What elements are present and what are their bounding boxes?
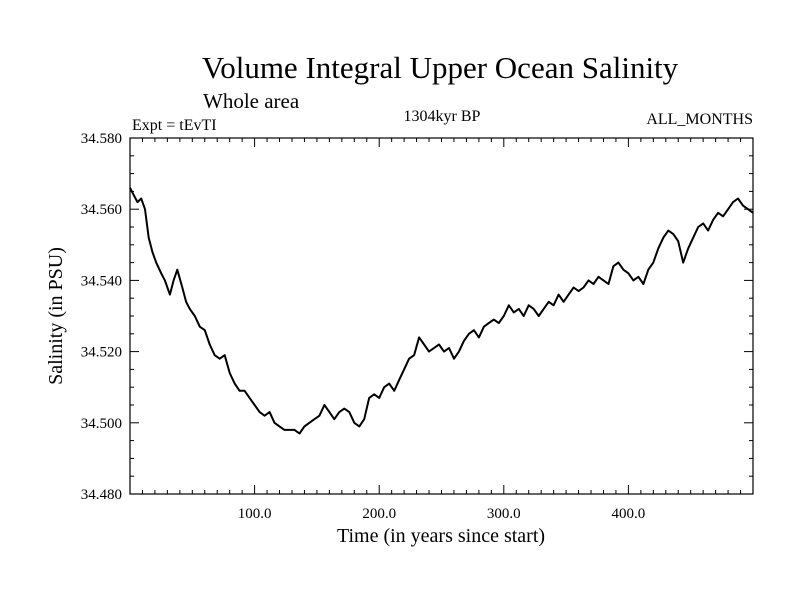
y-tick-label: 34.560 [81,202,122,218]
plot-frame [129,137,754,495]
y-axis-ticks: 34.480 34.500 34.520 34.540 34.560 34.580 [81,131,753,503]
y-tick-label: 34.500 [81,416,122,432]
chart-subtitle: Whole area [203,89,300,113]
y-axis-label: Salinity (in PSU) [45,247,67,385]
x-axis-ticks: 100.0 200.0 300.0 400.0 [141,138,742,522]
y-tick-label: 34.580 [81,131,122,147]
period-label: 1304kyr BP [404,108,481,125]
series-lines [129,187,754,435]
x-tick-label: 400.0 [612,506,646,522]
series-line-salinity [129,187,754,435]
y-tick-label: 34.480 [81,487,122,503]
x-tick-label: 200.0 [362,506,396,522]
y-tick-label: 34.540 [81,273,122,289]
x-tick-label: 300.0 [487,506,521,522]
y-tick-label: 34.520 [81,345,122,361]
months-label: ALL_MONTHS [646,111,753,128]
experiment-label: Expt = tEvTI [132,117,217,134]
x-tick-label: 100.0 [238,506,272,522]
x-axis-label: Time (in years since start) [337,525,545,547]
chart-title: Volume Integral Upper Ocean Salinity [202,50,679,85]
